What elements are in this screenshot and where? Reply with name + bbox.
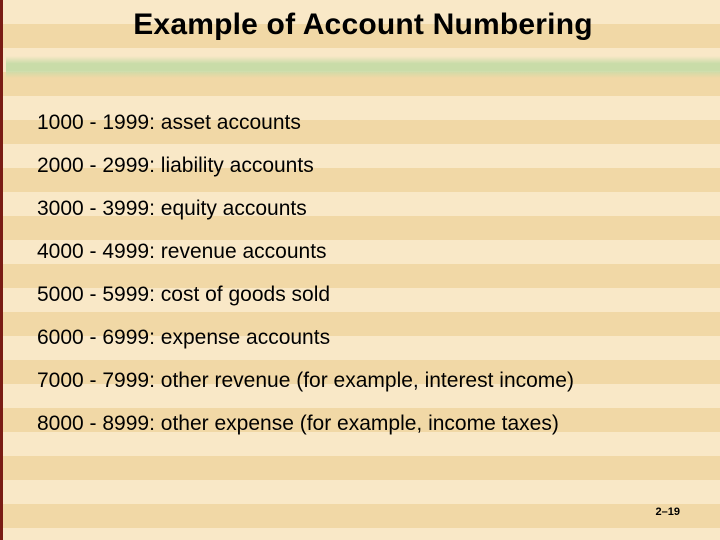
list-item: 6000 - 6999: expense accounts <box>37 327 690 348</box>
account-description: other revenue (for example, interest inc… <box>161 369 574 392</box>
account-description: other expense (for example, income taxes… <box>161 412 559 435</box>
content-list: 1000 - 1999: asset accounts 2000 - 2999:… <box>37 112 690 456</box>
list-item: 5000 - 5999: cost of goods sold <box>37 284 690 305</box>
account-range: 5000 - 5999: <box>37 283 155 306</box>
account-description: expense accounts <box>161 326 330 349</box>
page-number: 2–19 <box>656 506 680 518</box>
list-item: 8000 - 8999: other expense (for example,… <box>37 413 690 434</box>
account-range: 2000 - 2999: <box>37 154 155 177</box>
account-description: liability accounts <box>161 154 314 177</box>
account-description: cost of goods sold <box>161 283 330 306</box>
account-range: 6000 - 6999: <box>37 326 155 349</box>
account-description: asset accounts <box>161 111 301 134</box>
slide-title: Example of Account Numbering <box>6 8 720 42</box>
account-range: 3000 - 3999: <box>37 197 155 220</box>
title-area: Example of Account Numbering <box>6 0 720 86</box>
account-range: 8000 - 8999: <box>37 412 155 435</box>
list-item: 1000 - 1999: asset accounts <box>37 112 690 133</box>
list-item: 3000 - 3999: equity accounts <box>37 198 690 219</box>
account-range: 4000 - 4999: <box>37 240 155 263</box>
account-description: equity accounts <box>161 197 307 220</box>
slide: Example of Account Numbering 1000 - 1999… <box>0 0 720 540</box>
title-underline <box>6 56 720 78</box>
account-range: 7000 - 7999: <box>37 369 155 392</box>
account-range: 1000 - 1999: <box>37 111 155 134</box>
account-description: revenue accounts <box>161 240 327 263</box>
list-item: 4000 - 4999: revenue accounts <box>37 241 690 262</box>
list-item: 2000 - 2999: liability accounts <box>37 155 690 176</box>
list-item: 7000 - 7999: other revenue (for example,… <box>37 370 690 391</box>
